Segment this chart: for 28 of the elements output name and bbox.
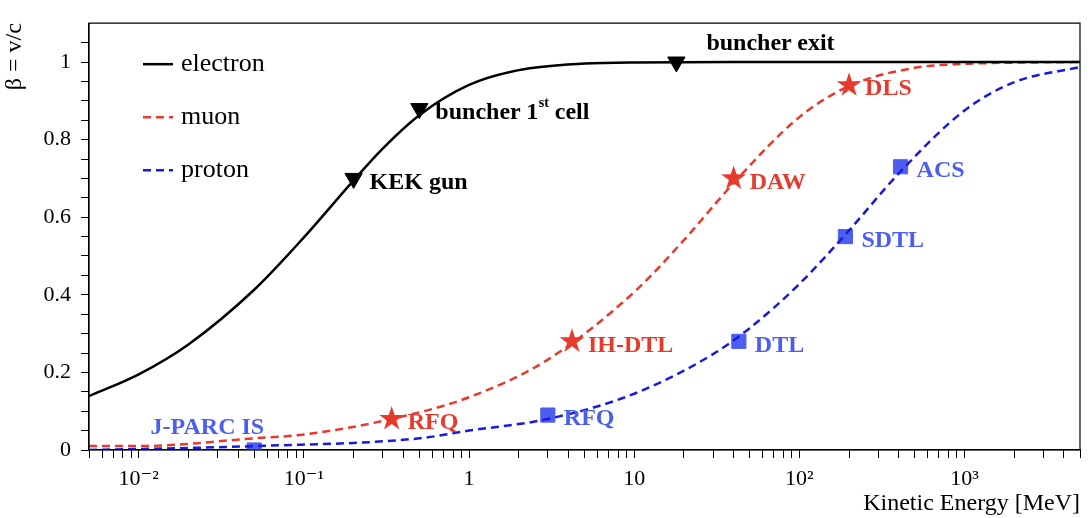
annotation: DAW	[749, 167, 806, 194]
annotation: KEK gun	[369, 167, 468, 194]
x-tick-label: 10⁻²	[118, 464, 160, 490]
legend-label: electron	[181, 48, 265, 78]
annotation: SDTL	[861, 225, 925, 252]
x-tick-label: 10	[623, 464, 646, 490]
x-tick-label: 10³	[950, 464, 980, 490]
y-tick-label: 0.8	[43, 125, 71, 151]
annotation: J-PARC IS	[150, 413, 265, 439]
annotation: RFQ	[407, 408, 459, 435]
x-tick-label: 10⁻¹	[283, 464, 324, 490]
x-tick-label: 10²	[785, 464, 815, 490]
annotation: DLS	[865, 74, 912, 101]
x-tick-label: 1	[463, 464, 475, 490]
legend-label: proton	[181, 154, 249, 184]
annotation: ACS	[916, 155, 965, 182]
annotation: RFQ	[563, 404, 615, 431]
legend-label: muon	[181, 101, 241, 131]
y-tick-label: 1	[60, 47, 71, 73]
y-tick-label: 0.2	[43, 358, 71, 384]
y-tick-label: 0	[60, 435, 71, 461]
annotation: DTL	[754, 330, 805, 357]
y-axis-title: β = v/c	[0, 23, 26, 91]
annotation: buncher exit	[706, 29, 835, 55]
y-tick-label: 0.4	[43, 280, 71, 306]
y-tick-label: 0.6	[43, 202, 71, 228]
x-axis-title: Kinetic Energy [MeV]	[863, 488, 1080, 515]
annotation: IH-DTL	[587, 330, 674, 357]
